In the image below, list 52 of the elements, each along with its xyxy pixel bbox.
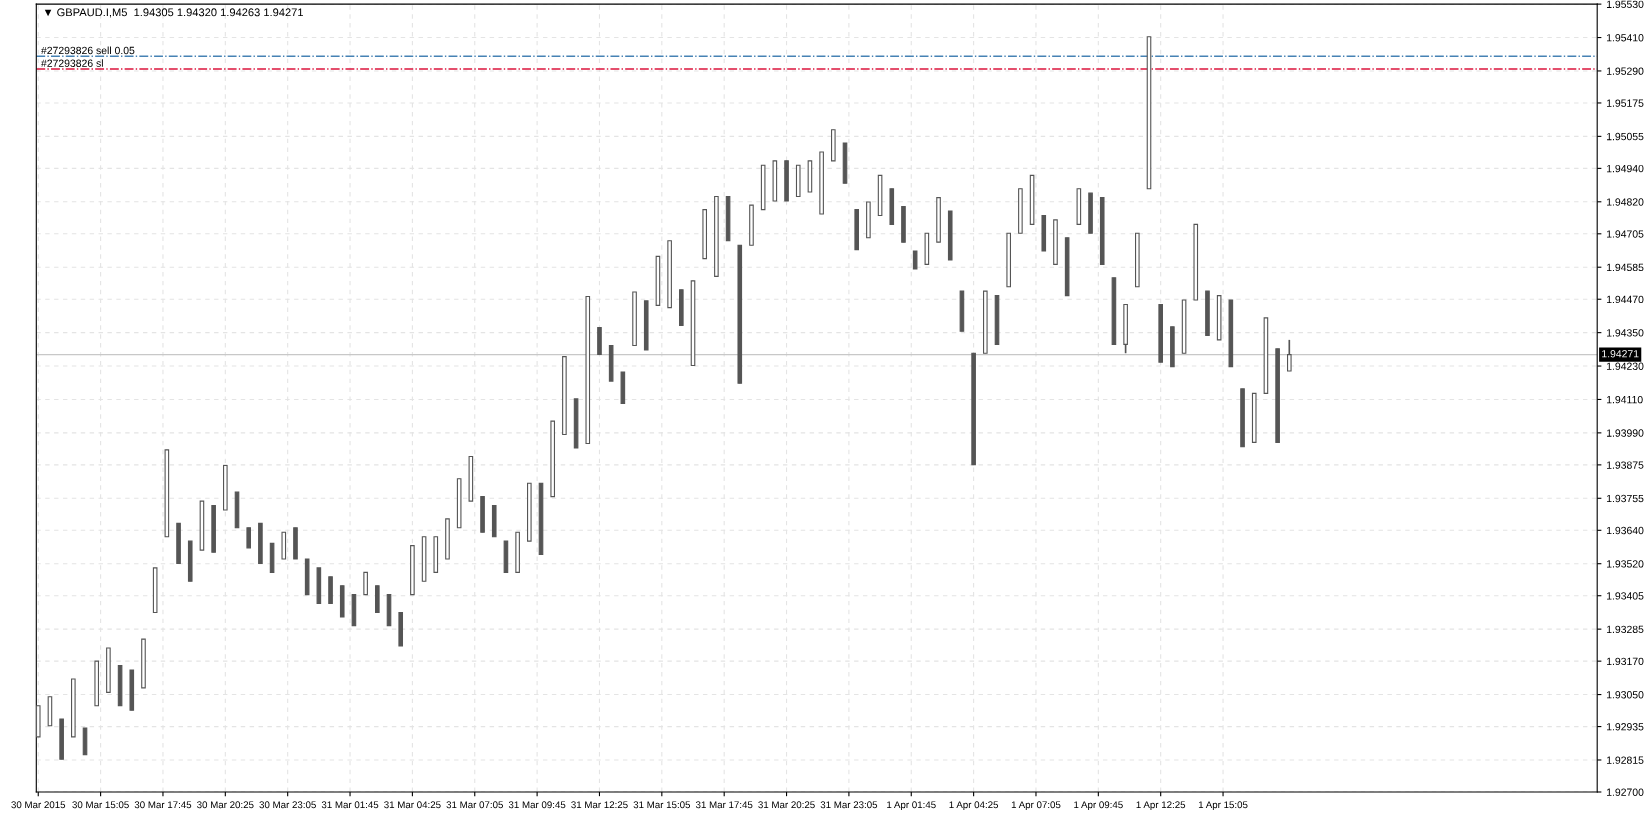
chart-title: ▼ GBPAUD.I,M5 1.94305 1.94320 1.94263 1.94271	[44, 8, 303, 18]
y-tick-label: 1.94350	[1607, 329, 1644, 337]
candlestick	[1286, 339, 1292, 372]
y-tick-label: 1.94585	[1607, 263, 1644, 272]
x-tick-label: 31 Mar 23:05	[820, 801, 878, 809]
x-tick-label: 31 Mar 15:05	[633, 801, 691, 809]
x-tick-label: 1 Apr 15:05	[1198, 801, 1248, 811]
y-tick-label: 1.92815	[1607, 756, 1644, 764]
x-tick-label: 31 Mar 12:25	[571, 801, 628, 809]
x-tick-label: 1 Apr 07:05	[1011, 801, 1061, 811]
x-tick-label: 1 Apr 12:25	[1136, 801, 1186, 811]
x-tick-label: 1 Apr 04:25	[949, 801, 999, 811]
y-tick-label: 1.95055	[1607, 132, 1644, 141]
y-tick-label: 1.93405	[1607, 592, 1644, 600]
x-tick-label: 30 Mar 20:25	[197, 801, 254, 809]
y-tick-label: 1.94470	[1607, 295, 1644, 304]
y-tick-label: 1.93050	[1607, 691, 1644, 699]
y-tick-label: 1.92700	[1607, 788, 1644, 796]
y-tick-label: 1.95290	[1607, 67, 1644, 75]
candlestick	[246, 526, 252, 549]
ref-line-label: #27293826 sl	[41, 59, 103, 67]
y-tick-label: 1.95175	[1607, 99, 1644, 107]
y-tick-label: 1.94940	[1607, 164, 1644, 173]
x-tick-label: 30 Mar 2015	[11, 801, 66, 809]
y-tick-label: 1.93170	[1607, 657, 1644, 666]
x-tick-label: 31 Mar 04:25	[384, 801, 441, 809]
y-tick-label: 1.93640	[1607, 526, 1644, 535]
y-tick-label: 1.93520	[1607, 560, 1644, 568]
y-tick-label: 1.94705	[1607, 230, 1644, 238]
y-tick-label: 1.95410	[1607, 34, 1644, 42]
y-tick-label: 1.92935	[1607, 723, 1644, 731]
x-tick-label: 30 Mar 23:05	[259, 801, 316, 809]
ref-line-label: #27293826 sell 0.05	[41, 46, 135, 55]
x-tick-label: 1 Apr 09:45	[1074, 801, 1123, 811]
y-tick-label: 1.94230	[1607, 362, 1644, 370]
x-tick-label: 31 Mar 09:45	[508, 801, 566, 809]
x-tick-label: 30 Mar 17:45	[134, 801, 192, 809]
y-tick-label: 1.94110	[1607, 395, 1643, 404]
y-tick-label: 1.95530	[1607, 0, 1644, 8]
y-tick-label: 1.93990	[1607, 429, 1644, 437]
candlestick	[363, 571, 368, 596]
y-tick-label: 1.93285	[1607, 625, 1644, 634]
x-tick-label: 31 Mar 01:45	[321, 801, 379, 809]
x-tick-label: 30 Mar 15:05	[72, 801, 129, 809]
x-tick-label: 1 Apr 01:45	[887, 801, 936, 811]
y-tick-label: 1.94820	[1607, 198, 1644, 206]
y-tick-label: 1.93875	[1607, 461, 1644, 469]
y-tick-label: 1.93755	[1607, 494, 1644, 503]
ref-line-label: 1.94271	[1602, 350, 1639, 358]
x-tick-label: 31 Mar 20:25	[758, 801, 815, 809]
x-tick-label: 31 Mar 07:05	[446, 801, 503, 809]
x-tick-label: 31 Mar 17:45	[695, 801, 753, 809]
